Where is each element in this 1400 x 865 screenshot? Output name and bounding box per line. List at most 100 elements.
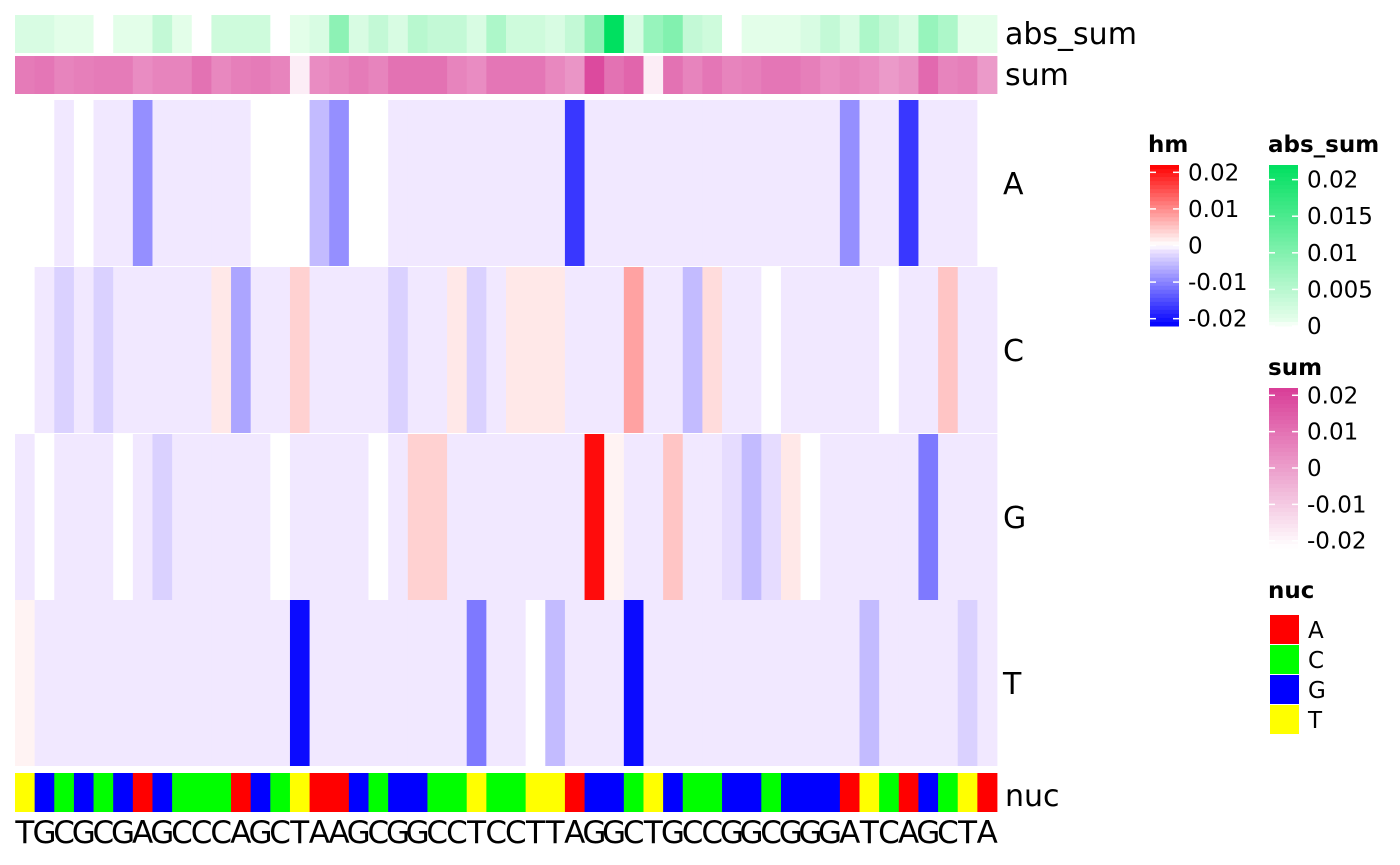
abs-sum-cell (643, 15, 664, 53)
heatmap-cell (741, 434, 762, 600)
abs-sum-cell (191, 15, 212, 53)
legend-sum-colorbar-segment (1269, 532, 1298, 537)
heatmap-cell (486, 600, 507, 766)
heatmap-cell (800, 434, 821, 600)
sequence-label: C (368, 815, 390, 851)
sequence-label: G (248, 815, 272, 851)
abs-sum-cell (466, 15, 487, 53)
heatmap-cell (800, 100, 821, 266)
heatmap-cell (780, 600, 801, 766)
legend-sum-colorbar-segment (1269, 500, 1298, 505)
abs-sum-cell (348, 15, 369, 53)
heatmap-cell (702, 100, 723, 266)
legend-hm-colorbar-segment (1150, 225, 1179, 230)
legend-sum-colorbar-segment (1269, 528, 1298, 533)
sequence-label: A (230, 815, 251, 851)
legend-sum-colorbar-segment (1269, 432, 1298, 437)
heatmap-cell (486, 267, 507, 433)
abs-sum-cell (152, 15, 173, 53)
sequence-label: G (602, 815, 626, 851)
legend-hm-colorbar-segment (1150, 253, 1179, 259)
legend-hm-colorbar-segment (1150, 185, 1179, 190)
legend-hm-colorbar-segment (1150, 249, 1179, 255)
heatmap-cell (289, 600, 310, 766)
heatmap-cell (368, 434, 389, 600)
heatmap-cell (172, 600, 193, 766)
legend-hm-colorbar-segment (1150, 209, 1179, 214)
sum-cell (545, 56, 566, 94)
legend-hm-colorbar-segment (1150, 301, 1179, 307)
legend-hm-colorbar-segment (1150, 289, 1179, 295)
legend-abs-sum-colorbar-segment (1269, 297, 1298, 303)
heatmap-cell (447, 600, 468, 766)
sum-cell (93, 56, 114, 94)
sequence-label: A (328, 815, 349, 851)
sum-cell (879, 56, 900, 94)
heatmap-cell (427, 100, 448, 266)
legend-sum-tick-label: 0 (1307, 456, 1322, 482)
heatmap-cell (623, 600, 644, 766)
heatmap-cell (977, 267, 998, 433)
heatmap-cell (231, 600, 252, 766)
heatmap-cell (564, 600, 585, 766)
legend-hm-colorbar-segment (1150, 305, 1179, 311)
heatmap-cell (191, 100, 212, 266)
heatmap-cell (663, 600, 684, 766)
heatmap-cell (211, 434, 232, 600)
sum-cell (859, 56, 880, 94)
heatmap-cell (368, 600, 389, 766)
heatmap-cell (761, 100, 782, 266)
heatmap-cell (15, 600, 36, 766)
legend-sum-colorbar-segment (1269, 388, 1298, 393)
sequence-label: C (485, 815, 507, 851)
abs-sum-cell (172, 15, 193, 53)
heatmap-cell (545, 434, 566, 600)
nuc-cell (447, 773, 468, 812)
sequence-label: G (739, 815, 763, 851)
sum-cell (172, 56, 193, 94)
heatmap-cell (722, 100, 743, 266)
abs-sum-cell (584, 15, 605, 53)
heatmap-cell (132, 100, 153, 266)
heatmap-cell (879, 600, 900, 766)
legend-hm-tick-label: 0 (1188, 234, 1203, 260)
heatmap-cell (309, 267, 330, 433)
abs-sum-cell (93, 15, 114, 53)
heatmap-cell (407, 267, 428, 433)
legend-sum-colorbar-segment (1269, 408, 1298, 413)
sum-cell (564, 56, 585, 94)
sum-cell (918, 56, 939, 94)
legend-abs-sum-colorbar-segment (1269, 269, 1298, 275)
row-labels: A C G T (1002, 167, 1026, 702)
heatmap-cell (761, 600, 782, 766)
heatmap-cell (506, 100, 527, 266)
sequence-label: T (525, 815, 546, 851)
nuc-cell (113, 773, 134, 812)
heatmap-cell (584, 434, 605, 600)
abs-sum-cell (388, 15, 409, 53)
heatmap-cell (407, 600, 428, 766)
sum-cell (780, 56, 801, 94)
heatmap-cell (211, 600, 232, 766)
legend-sum-colorbar-segment (1269, 492, 1298, 497)
heatmap-cell (643, 267, 664, 433)
nuc-cell (977, 773, 998, 812)
abs-sum-cell (407, 15, 428, 53)
heatmap-cell (859, 600, 880, 766)
abs-sum-cell (859, 15, 880, 53)
row-label-T: T (1002, 667, 1022, 702)
sequence-label: A (309, 815, 330, 851)
heatmap-cell (368, 100, 389, 266)
abs-sum-cell (270, 15, 291, 53)
heatmap-cell (918, 434, 939, 600)
legend-abs-sum-colorbar-segment (1269, 253, 1298, 259)
heatmap-cell (388, 267, 409, 433)
nuc-cell (545, 773, 566, 812)
heatmap-cell (329, 434, 350, 600)
nuc-cell (466, 773, 487, 812)
heatmap-cell (604, 100, 625, 266)
legend-hm-colorbar-segment (1150, 241, 1179, 246)
legend-abs-sum-colorbar-segment (1269, 281, 1298, 287)
legend-sum-colorbar-segment (1269, 488, 1298, 493)
